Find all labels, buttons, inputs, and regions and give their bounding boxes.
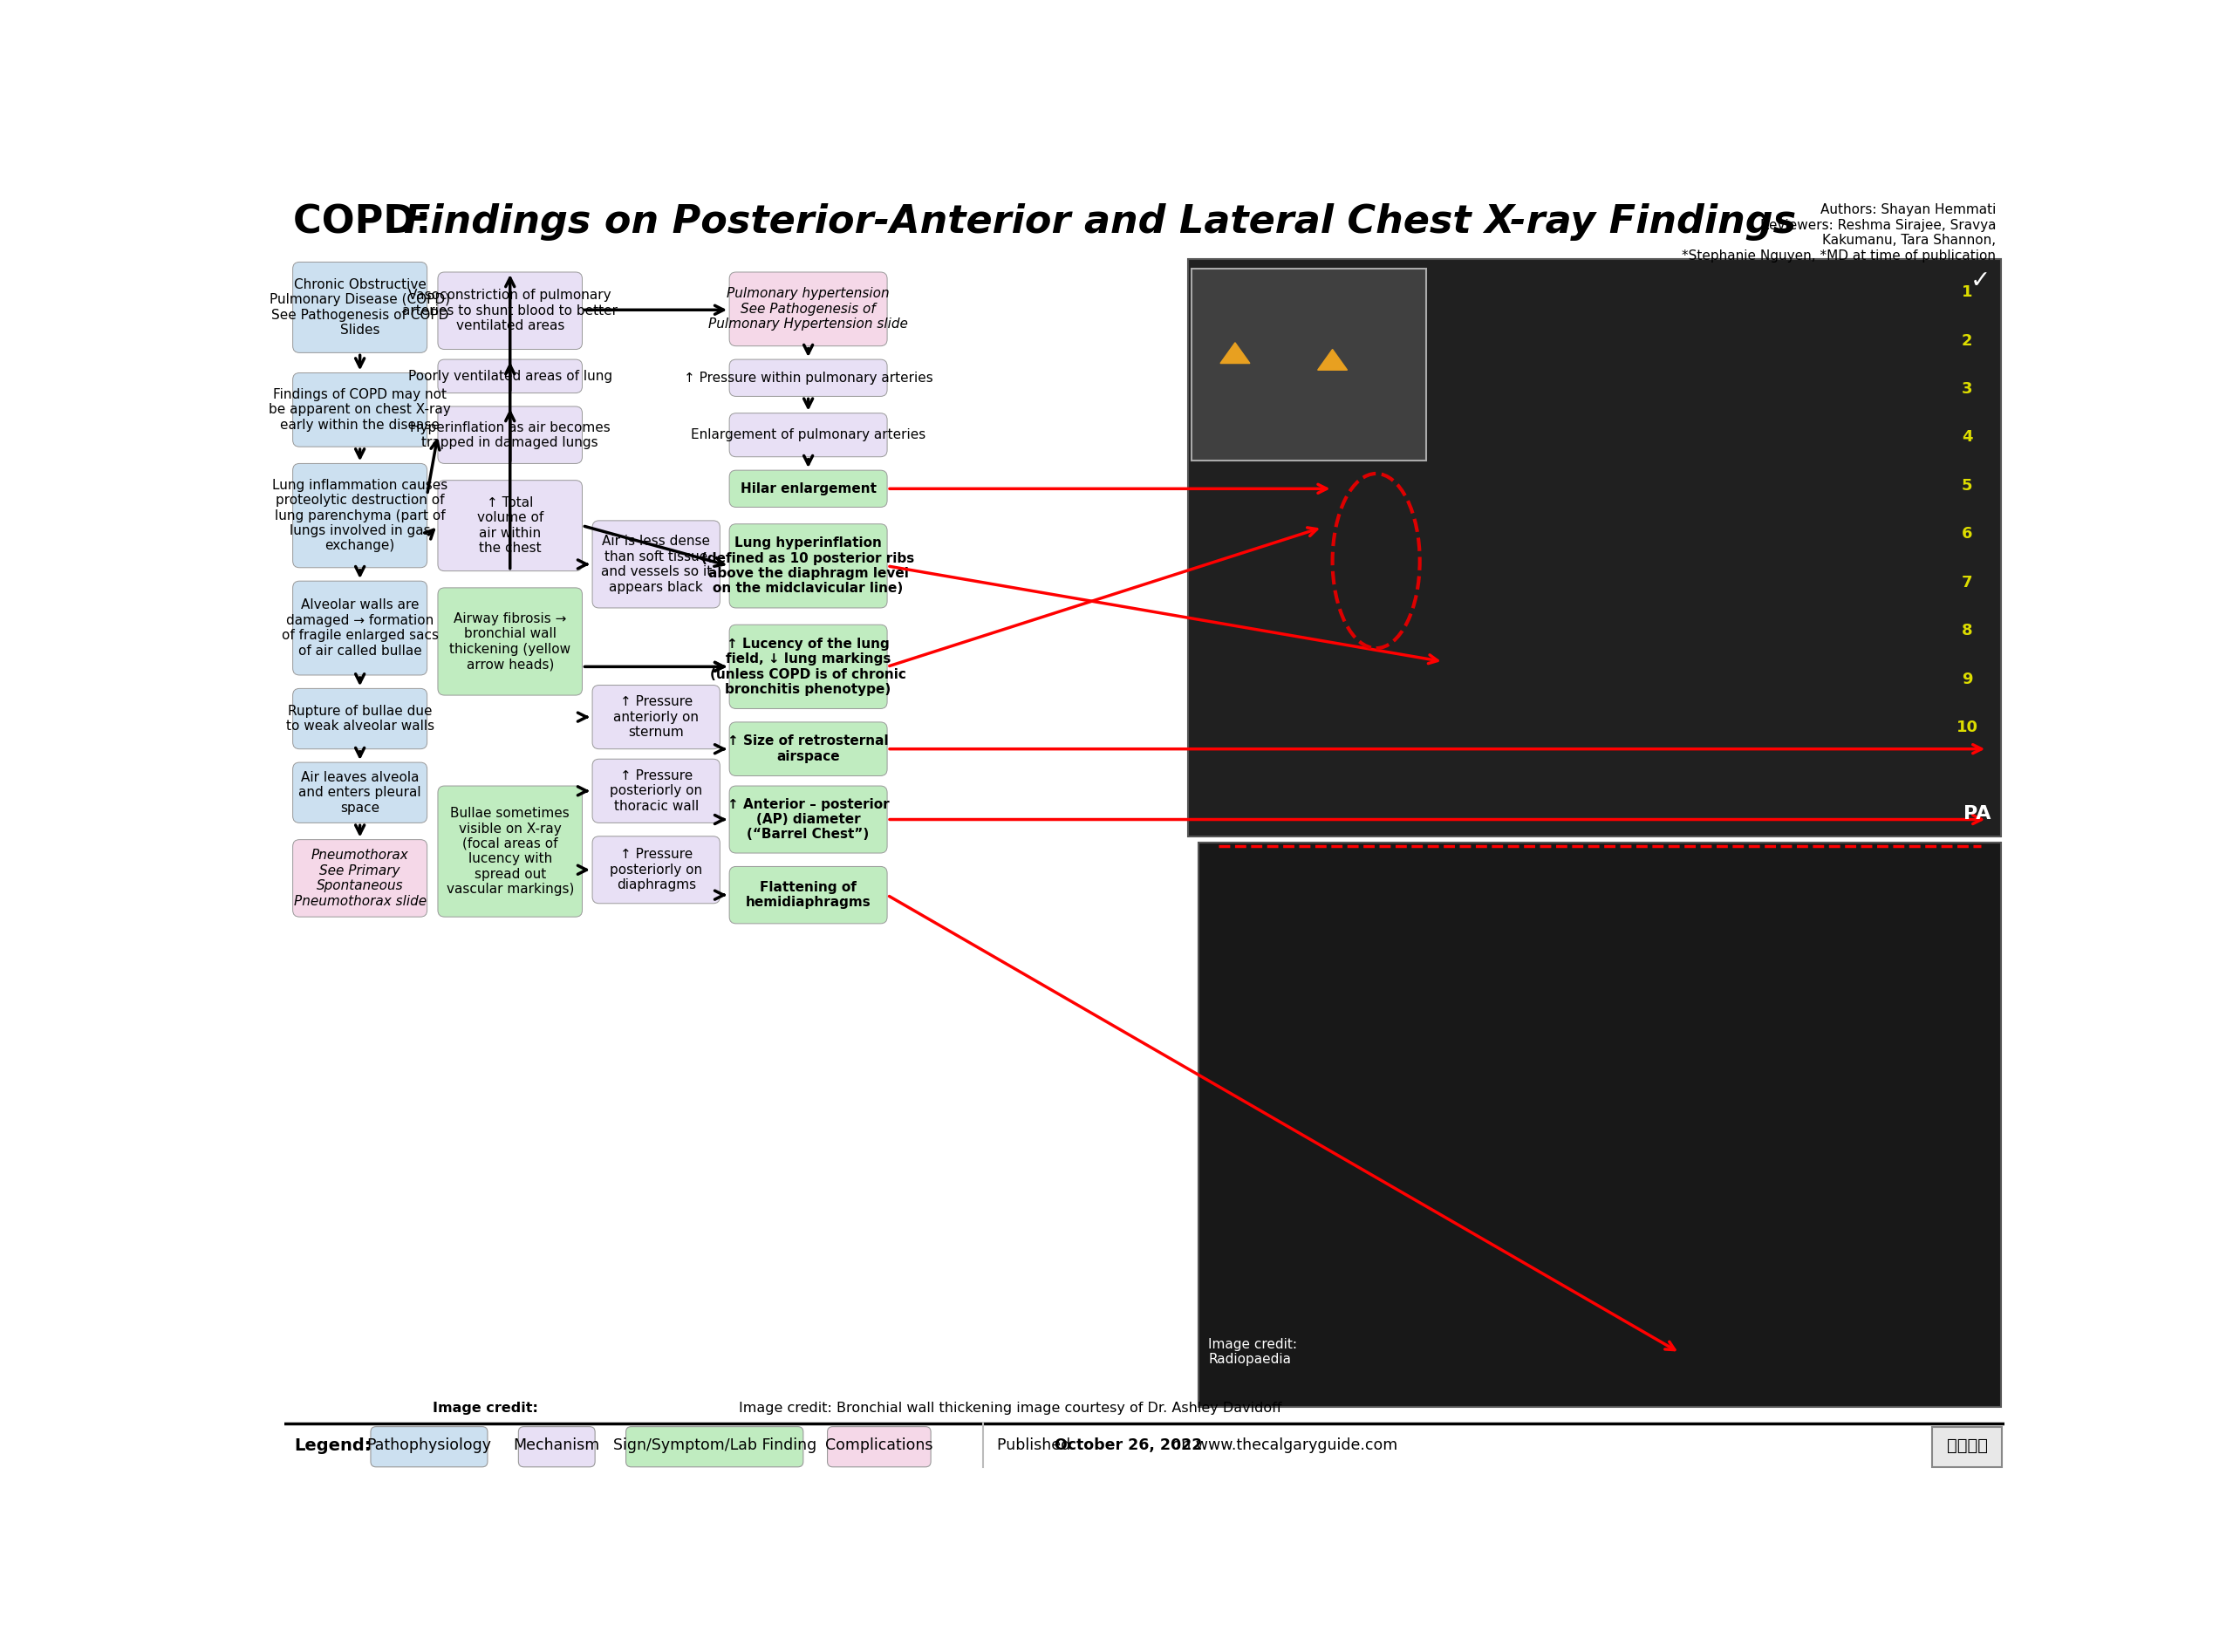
Text: 4: 4 <box>1963 430 1972 444</box>
Polygon shape <box>1219 342 1250 363</box>
Text: Lung hyperinflation
(defined as 10 posterior ribs
above the diaphragm level
on t: Lung hyperinflation (defined as 10 poste… <box>701 537 916 595</box>
FancyBboxPatch shape <box>625 1427 804 1467</box>
Text: 3: 3 <box>1963 382 1972 396</box>
FancyBboxPatch shape <box>438 481 583 572</box>
Text: Complications: Complications <box>826 1437 933 1454</box>
Text: Enlargement of pulmonary arteries: Enlargement of pulmonary arteries <box>690 428 927 441</box>
Polygon shape <box>1317 349 1346 370</box>
Text: Chronic Obstructive
Pulmonary Disease (COPD)
See Pathogenesis of COPD
Slides: Chronic Obstructive Pulmonary Disease (C… <box>270 278 451 337</box>
Text: ↑ Size of retrosternal
airspace: ↑ Size of retrosternal airspace <box>728 735 889 763</box>
Text: 1: 1 <box>1963 284 1972 301</box>
Text: ↑ Pressure
anteriorly on
sternum: ↑ Pressure anteriorly on sternum <box>614 695 699 738</box>
Text: Sign/Symptom/Lab Finding: Sign/Symptom/Lab Finding <box>612 1437 817 1454</box>
FancyBboxPatch shape <box>730 360 887 396</box>
Text: 9: 9 <box>1963 671 1972 687</box>
Text: Alveolar walls are
damaged → formation
of fragile enlarged sacs
of air called bu: Alveolar walls are damaged → formation o… <box>281 598 438 657</box>
Text: 5: 5 <box>1963 477 1972 494</box>
Text: Published: Published <box>996 1437 1074 1454</box>
FancyBboxPatch shape <box>1192 269 1427 461</box>
FancyBboxPatch shape <box>730 786 887 852</box>
FancyBboxPatch shape <box>293 464 427 568</box>
Text: Airway fibrosis →
bronchial wall
thickening (yellow
arrow heads): Airway fibrosis → bronchial wall thicken… <box>449 613 572 671</box>
Text: Rupture of bullae due
to weak alveolar walls: Rupture of bullae due to weak alveolar w… <box>286 705 433 733</box>
FancyBboxPatch shape <box>592 520 719 608</box>
FancyBboxPatch shape <box>293 762 427 823</box>
Text: Pulmonary hypertension
See Pathogenesis of
Pulmonary Hypertension slide: Pulmonary hypertension See Pathogenesis … <box>708 287 909 330</box>
Text: Authors: Shayan Hemmati
Reviewers: Reshma Sirajee, Sravya
Kakumanu, Tara Shannon: Authors: Shayan Hemmati Reviewers: Reshm… <box>1681 203 1996 263</box>
Text: October 26, 2022: October 26, 2022 <box>1054 1437 1201 1454</box>
FancyBboxPatch shape <box>592 686 719 748</box>
Text: Poorly ventilated areas of lung: Poorly ventilated areas of lung <box>409 370 612 383</box>
Text: 7: 7 <box>1963 575 1972 590</box>
FancyBboxPatch shape <box>518 1427 594 1467</box>
FancyBboxPatch shape <box>730 722 887 776</box>
Text: ↑ Pressure within pulmonary arteries: ↑ Pressure within pulmonary arteries <box>683 372 933 385</box>
FancyBboxPatch shape <box>1932 1427 2003 1467</box>
FancyBboxPatch shape <box>293 839 427 917</box>
Text: Pneumothorax
See Primary
Spontaneous
Pneumothorax slide: Pneumothorax See Primary Spontaneous Pne… <box>293 849 427 907</box>
FancyBboxPatch shape <box>293 373 427 446</box>
Text: 2: 2 <box>1963 332 1972 349</box>
FancyBboxPatch shape <box>730 867 887 923</box>
Text: Vasoconstriction of pulmonary
arteries to shunt blood to better
ventilated areas: Vasoconstriction of pulmonary arteries t… <box>402 289 619 332</box>
Text: Image credit:: Image credit: <box>433 1401 538 1414</box>
Text: Findings on Posterior-Anterior and Lateral Chest X-ray Findings: Findings on Posterior-Anterior and Later… <box>404 203 1798 241</box>
Text: Air is less dense
than soft tissue
and vessels so it
appears black: Air is less dense than soft tissue and v… <box>601 535 712 593</box>
FancyBboxPatch shape <box>730 273 887 345</box>
FancyBboxPatch shape <box>730 413 887 458</box>
Text: PA: PA <box>1963 806 1990 823</box>
FancyBboxPatch shape <box>293 263 427 354</box>
FancyBboxPatch shape <box>592 758 719 823</box>
Text: 10: 10 <box>1956 720 1978 735</box>
Text: COPD:: COPD: <box>293 203 444 241</box>
FancyBboxPatch shape <box>592 836 719 904</box>
Text: 6: 6 <box>1963 527 1972 542</box>
Text: Mechanism: Mechanism <box>514 1437 601 1454</box>
Text: ↑ Pressure
posteriorly on
diaphragms: ↑ Pressure posteriorly on diaphragms <box>610 847 703 892</box>
Text: Flattening of
hemidiaphragms: Flattening of hemidiaphragms <box>746 881 871 909</box>
Text: ✓: ✓ <box>1970 269 1990 292</box>
FancyBboxPatch shape <box>438 406 583 464</box>
FancyBboxPatch shape <box>438 786 583 917</box>
Text: ↑ Anterior – posterior
(AP) diameter
(“Barrel Chest”): ↑ Anterior – posterior (AP) diameter (“B… <box>728 798 889 841</box>
Text: Lung inflammation causes
proteolytic destruction of
lung parenchyma (part of
lun: Lung inflammation causes proteolytic des… <box>272 479 447 552</box>
FancyBboxPatch shape <box>438 588 583 695</box>
FancyBboxPatch shape <box>730 624 887 709</box>
Text: Hyperinflation as air becomes
trapped in damaged lungs: Hyperinflation as air becomes trapped in… <box>411 421 610 449</box>
Text: Bullae sometimes
visible on X-ray
(focal areas of
lucency with
spread out
vascul: Bullae sometimes visible on X-ray (focal… <box>447 806 574 895</box>
Text: ↑ Total
volume of
air within
the chest: ↑ Total volume of air within the chest <box>478 496 543 555</box>
Text: on www.thecalgaryguide.com: on www.thecalgaryguide.com <box>1168 1437 1398 1454</box>
FancyBboxPatch shape <box>828 1427 931 1467</box>
FancyBboxPatch shape <box>730 524 887 608</box>
Text: Hilar enlargement: Hilar enlargement <box>739 482 875 496</box>
FancyBboxPatch shape <box>438 273 583 349</box>
FancyBboxPatch shape <box>730 471 887 507</box>
Text: 8: 8 <box>1961 623 1972 639</box>
Text: Pathophysiology: Pathophysiology <box>366 1437 491 1454</box>
Text: Legend:: Legend: <box>295 1437 371 1454</box>
Text: ↑ Lucency of the lung
field, ↓ lung markings
(unless COPD is of chronic
bronchit: ↑ Lucency of the lung field, ↓ lung mark… <box>710 638 907 695</box>
Text: Air leaves alveola
and enters pleural
space: Air leaves alveola and enters pleural sp… <box>299 771 422 814</box>
FancyBboxPatch shape <box>293 689 427 748</box>
Text: ⓒⓑⓢⓐ: ⓒⓑⓢⓐ <box>1947 1437 1987 1454</box>
FancyBboxPatch shape <box>1199 843 2001 1406</box>
Text: Findings of COPD may not
be apparent on chest X-ray
early within the disease: Findings of COPD may not be apparent on … <box>268 388 451 431</box>
FancyBboxPatch shape <box>438 360 583 393</box>
Text: Image credit:
Radiopaedia: Image credit: Radiopaedia <box>1208 1338 1297 1366</box>
FancyBboxPatch shape <box>293 582 427 676</box>
FancyBboxPatch shape <box>1188 259 2001 836</box>
Text: Image credit: Bronchial wall thickening image courtesy of Dr. Ashley Davidoff: Image credit: Bronchial wall thickening … <box>739 1401 1282 1414</box>
FancyBboxPatch shape <box>371 1427 487 1467</box>
Text: ↑ Pressure
posteriorly on
thoracic wall: ↑ Pressure posteriorly on thoracic wall <box>610 770 703 813</box>
